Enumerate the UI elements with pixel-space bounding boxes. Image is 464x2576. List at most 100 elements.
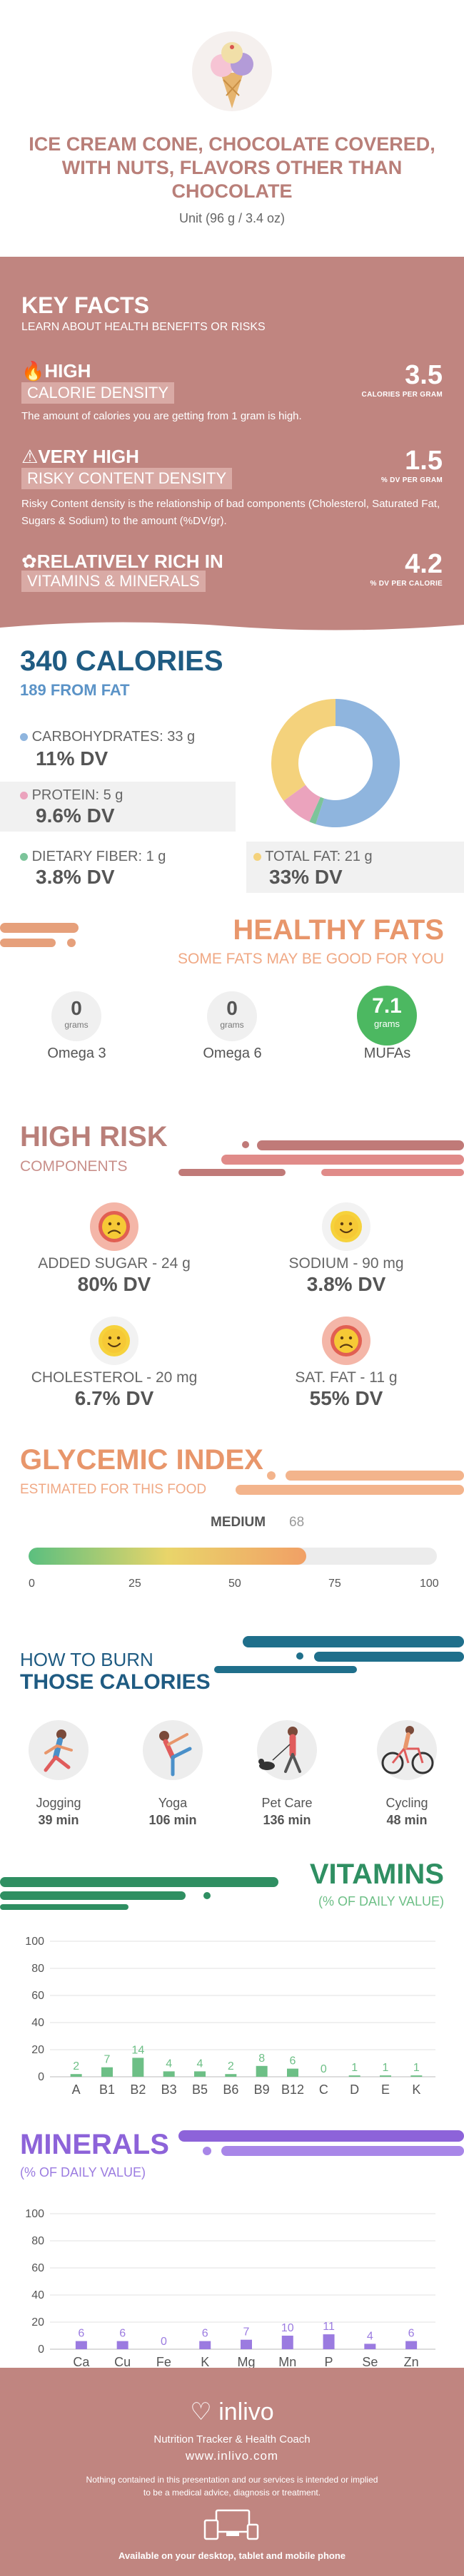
footer-url[interactable]: www.inlivo.com (185, 2449, 279, 2463)
donut-slice-total-fat (271, 699, 336, 801)
mufas-circle (357, 986, 417, 1046)
bar-Mn (281, 2336, 293, 2349)
flame-icon: 🔥 (21, 360, 45, 382)
face-core (102, 1215, 126, 1239)
macro-carbohydrates-dv: 11% DV (36, 747, 109, 770)
activity-jogging-name: Jogging (36, 1796, 81, 1810)
risk-sat-fat-dv: 55% DV (309, 1387, 383, 1409)
key-fact-description: Risky Content density is the relationshi… (21, 498, 440, 527)
category-label: B3 (161, 2082, 177, 2097)
category-label: Se (362, 2355, 378, 2369)
pet-care-circle (257, 1720, 317, 1780)
macro-dietary-fiber: DIETARY FIBER: 1 g (20, 849, 166, 865)
warning-icon: ⚠ (21, 446, 39, 467)
category-label: B6 (223, 2082, 238, 2097)
vitamins-bar-chart: 0 20 40 60 80 100 2 A 7 B1 14 B2 4 B3 4 B5 2 B6 8 B9 6 B12 0 C 1… (25, 1936, 435, 2097)
pet-care-icon (258, 1727, 301, 1773)
bar-value-label: 4 (166, 2058, 172, 2070)
risk-cholesterol-dv: 6.7% DV (74, 1387, 154, 1409)
category-label: Mn (278, 2355, 296, 2369)
category-label: D (350, 2082, 359, 2097)
bar-value-label: 1 (383, 2062, 389, 2074)
bar-B6 (225, 2074, 237, 2077)
jogging-icon (44, 1729, 73, 1772)
calories-from-fat: 189 FROM FAT (20, 681, 130, 699)
protein-dot (20, 792, 28, 799)
macro-fat-band (246, 842, 464, 893)
face-eye (116, 1222, 121, 1226)
omega3-value-wrap: 0 grams (51, 997, 101, 1030)
risk-sat-fat-label: SAT. FAT - 11 g (295, 1369, 398, 1386)
face-eye (348, 1336, 353, 1340)
category-label: B12 (281, 2082, 304, 2097)
glycemic-tick-label: 75 (328, 1578, 341, 1590)
risk-face-sat-fat (321, 1316, 371, 1369)
mufas-value-wrap: 7.1 grams (357, 994, 417, 1029)
face-mouth (339, 1344, 353, 1349)
dietary-fiber-dot (20, 853, 28, 861)
activity-yoga-time: 106 min (148, 1813, 197, 1827)
bar-value-label: 4 (197, 2058, 203, 2070)
face-mouth (107, 1230, 121, 1235)
donut-slice-dietary-fiber (309, 797, 324, 824)
category-label: Ca (73, 2355, 90, 2369)
bar-value-label: 2 (73, 2060, 79, 2072)
decor-stripes-minerals (178, 2130, 464, 2156)
activity-cycling-time: 48 min (386, 1813, 428, 1827)
ice-cream-illustration (189, 29, 275, 114)
footer: ♡ inlivo Nutrition Tracker & Health Coac… (0, 2368, 464, 2576)
risk-face-added-sugar (89, 1202, 139, 1255)
y-tick-label: 0 (38, 2344, 44, 2356)
yoga-circle (143, 1720, 203, 1780)
omega6-circle (207, 991, 257, 1041)
bar-B3 (163, 2071, 175, 2077)
category-label: E (381, 2082, 390, 2097)
glycemic-bar-track (29, 1548, 437, 1565)
brand-logo[interactable]: ♡ inlivo (190, 2398, 274, 2426)
glycemic-subtitle: ESTIMATED FOR THIS FOOD (20, 1482, 207, 1497)
bar-value-label: 1 (413, 2062, 420, 2074)
serving-unit: Unit (96 g / 3.4 oz) (178, 211, 286, 225)
key-fact-unit: % DV PER CALORIE (370, 580, 443, 588)
bar-Mg (241, 2339, 252, 2349)
carbohydrates-dot (20, 733, 28, 741)
bar-K (410, 2075, 423, 2077)
y-tick-label: 20 (31, 2044, 44, 2056)
key-facts-title: KEY FACTS (21, 292, 149, 318)
yoga-icon (159, 1731, 192, 1777)
y-tick-label: 80 (31, 1963, 44, 1975)
y-tick-label: 100 (25, 1936, 44, 1948)
bar-value-label: 6 (408, 2328, 415, 2340)
glycemic-level: MEDIUM (211, 1515, 266, 1530)
bar-value-label: 11 (323, 2321, 335, 2333)
cycling-icon (381, 1726, 434, 1774)
risk-sodium-label: SODIUM - 90 mg (288, 1255, 404, 1272)
key-fact-description: The amount of calories you are getting f… (21, 410, 302, 422)
category-label: C (319, 2082, 328, 2097)
bar-A (70, 2074, 82, 2077)
risk-face-sodium (321, 1202, 371, 1255)
macro-protein-band (0, 782, 236, 832)
footer-devices: Available on your desktop, tablet and mo… (118, 2550, 346, 2561)
macro-total-fat: TOTAL FAT: 21 g (253, 849, 373, 865)
healthy-fats-title: HEALTHY FATS (233, 914, 444, 946)
glycemic-ticks: 0 25 50 75 100 (0, 1578, 464, 1595)
face-mouth (339, 1228, 353, 1234)
bar-E (380, 2075, 391, 2077)
category-label: K (201, 2355, 209, 2369)
bar-Ca (75, 2341, 87, 2349)
key-fact-level: ⚠VERY HIGH (21, 446, 139, 467)
burn-title-line2: THOSE CALORIES (20, 1670, 211, 1694)
bar-value-label: 6 (78, 2328, 84, 2340)
category-label: Mg (237, 2355, 255, 2369)
key-fact-unit: CALORIES PER GRAM (361, 391, 443, 399)
category-label: B5 (192, 2082, 208, 2097)
key-fact-name: RISKY CONTENT DENSITY (21, 468, 233, 489)
category-label: B2 (130, 2082, 146, 2097)
decor-stripes-left (0, 923, 79, 947)
bar-B9 (256, 2065, 268, 2077)
face-eye (108, 1336, 112, 1340)
bar-value-label: 7 (104, 2054, 111, 2066)
category-label: P (325, 2355, 333, 2369)
y-tick-label: 40 (31, 2289, 44, 2301)
